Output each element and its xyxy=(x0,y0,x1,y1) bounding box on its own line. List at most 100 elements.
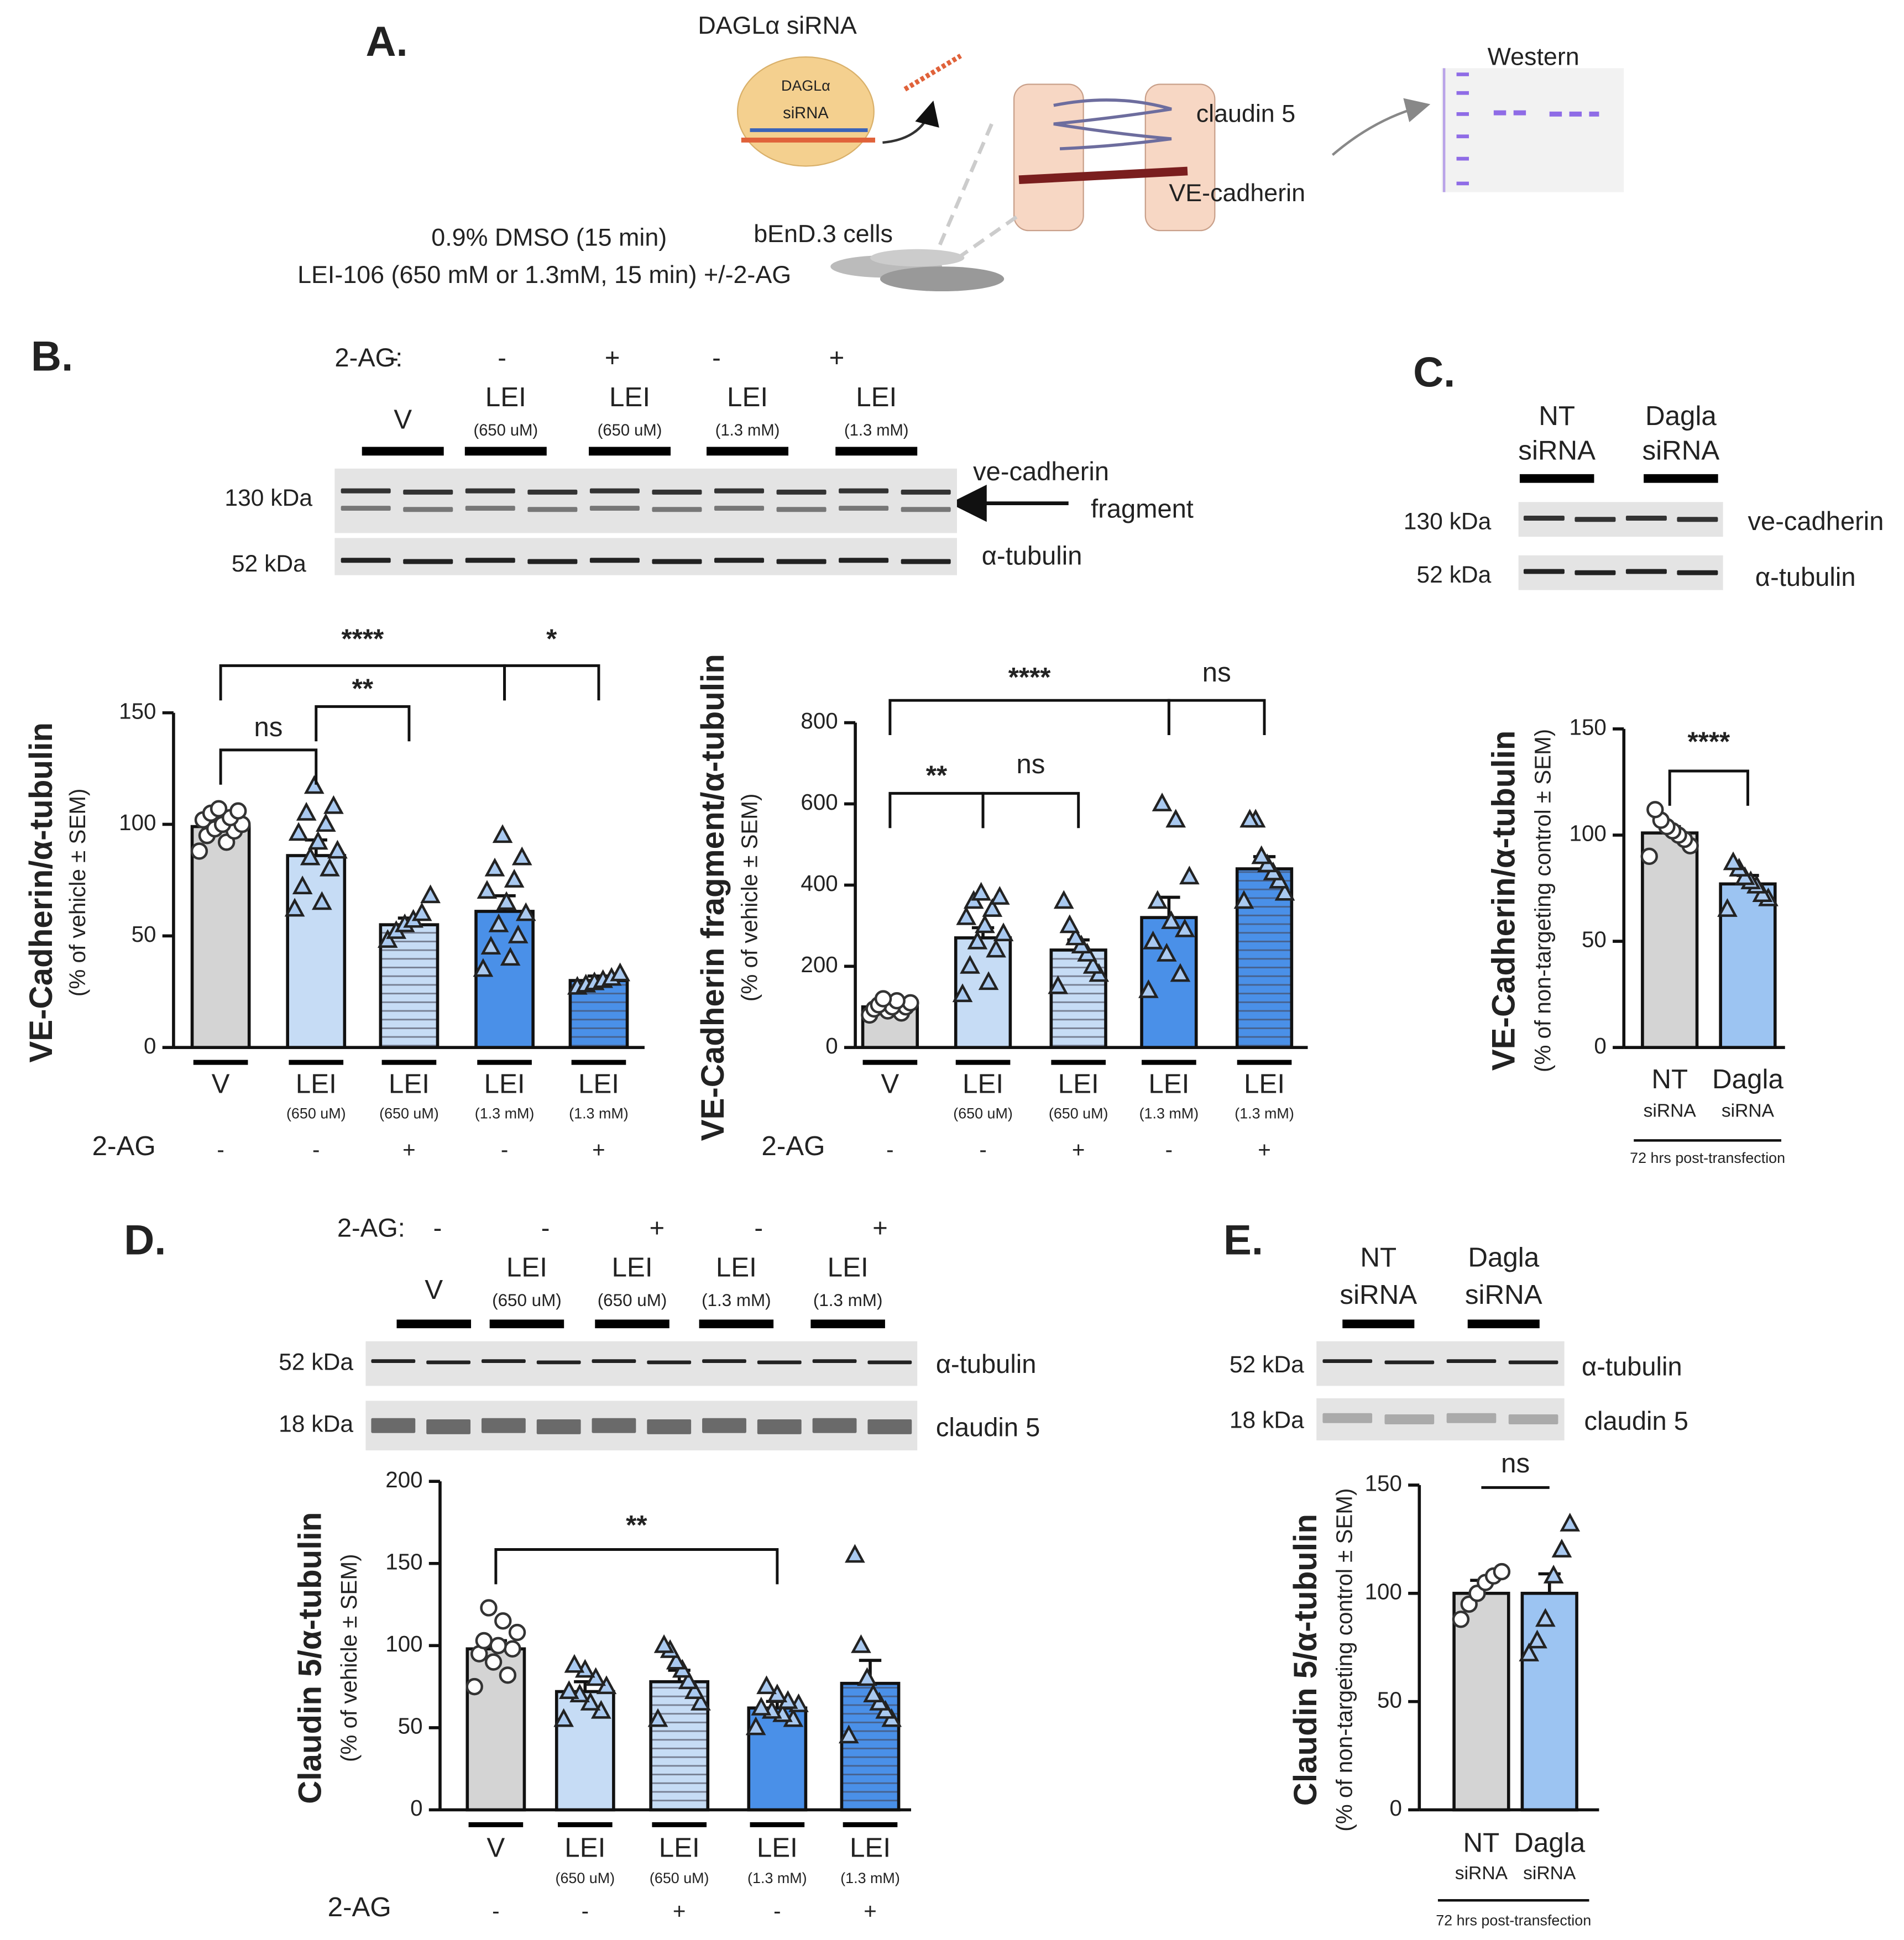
treatment-sign: - xyxy=(754,1213,763,1242)
x-tick-sublabel: (650 uM) xyxy=(286,1105,346,1121)
treatment-sign: + xyxy=(592,1137,605,1162)
blot-band xyxy=(426,1360,471,1365)
data-point xyxy=(377,929,398,948)
data-point xyxy=(1717,898,1738,917)
group-label: LEI xyxy=(485,382,526,412)
data-point xyxy=(863,1684,883,1702)
x-tick-label: LEI xyxy=(963,1069,1003,1099)
zoom-line xyxy=(934,123,993,255)
data-point xyxy=(1165,809,1186,828)
data-point xyxy=(975,914,995,934)
panel-label: D. xyxy=(124,1217,166,1264)
x-tick-sublabel: siRNA xyxy=(1455,1863,1508,1884)
size-label: 18 kDa xyxy=(279,1411,353,1437)
blot-band xyxy=(647,1419,692,1434)
blot-band xyxy=(901,507,951,512)
significance-label: ns xyxy=(1202,657,1231,688)
group-label: V xyxy=(394,405,412,435)
y-axis-label: VE-Cadherin fragment/α-tubulin xyxy=(695,654,731,1141)
group-label: LEI xyxy=(828,1252,869,1283)
data-point xyxy=(751,1696,772,1716)
size-label: 52 kDa xyxy=(279,1349,353,1375)
y-tick-label: 150 xyxy=(119,698,156,723)
treatment-sign: + xyxy=(872,1213,887,1242)
data-point xyxy=(1179,866,1200,885)
blot-band xyxy=(589,558,640,563)
cell xyxy=(880,266,1005,292)
blot-band xyxy=(1508,1414,1558,1424)
data-point xyxy=(982,898,1003,917)
data-point xyxy=(756,1675,777,1695)
significance-bracket xyxy=(315,705,411,742)
x-tick-label: NT xyxy=(1651,1064,1688,1094)
bar xyxy=(1641,831,1699,1049)
blot-band xyxy=(481,1359,526,1363)
blot xyxy=(334,468,957,533)
blot-band xyxy=(652,489,702,495)
data-point xyxy=(477,880,498,899)
data-point xyxy=(845,1544,865,1563)
data-point xyxy=(284,898,305,917)
y-axis-sublabel: (% of vehicle ± SEM) xyxy=(336,1554,362,1762)
diagram-label: DAGLα xyxy=(781,77,830,94)
group-sublabel: siRNA xyxy=(1518,436,1596,466)
x-tick-label: Dagla xyxy=(1514,1827,1585,1858)
blot-band xyxy=(1508,1360,1558,1365)
footer-label: 72 hrs post-transfection xyxy=(1436,1912,1591,1928)
y-axis-label: VE-Cadherin/α-tubulin xyxy=(1486,731,1522,1071)
size-label: 18 kDa xyxy=(1230,1407,1304,1434)
data-point xyxy=(1170,963,1191,982)
data-point xyxy=(473,958,494,977)
treatment-sign: - xyxy=(773,1898,781,1923)
data-point xyxy=(499,1666,517,1684)
diagram-label: claudin 5 xyxy=(1196,99,1295,127)
group-sublabel: (1.3 mM) xyxy=(844,422,909,439)
size-label: 130 kDa xyxy=(224,485,312,511)
data-point xyxy=(190,842,208,860)
data-point xyxy=(1723,851,1744,871)
panel-label: E. xyxy=(1223,1217,1263,1264)
fragment-label: fragment xyxy=(1091,494,1194,523)
data-point xyxy=(1527,1629,1547,1649)
blot-band xyxy=(901,489,951,495)
treatment-sign: - xyxy=(541,1213,550,1242)
y-tick-label: 0 xyxy=(825,1033,838,1058)
y-tick-label: 50 xyxy=(132,921,156,947)
x-tick-sublabel: (650 uM) xyxy=(1049,1105,1108,1121)
treatment-sign: + xyxy=(1258,1137,1271,1162)
data-point xyxy=(300,846,321,866)
data-point xyxy=(1551,1539,1572,1558)
treatment-sign: + xyxy=(829,343,844,372)
data-point xyxy=(488,913,509,932)
diagram-a xyxy=(736,54,1624,292)
blot-band xyxy=(371,1418,416,1433)
group-sublabel: (650 uM) xyxy=(492,1291,562,1310)
data-point xyxy=(952,983,973,1003)
data-point xyxy=(494,1612,512,1630)
significance-label: **** xyxy=(341,624,384,654)
treatment-sign: + xyxy=(673,1898,686,1923)
significance-label: ns xyxy=(254,712,283,742)
data-point xyxy=(956,906,977,925)
blot-band xyxy=(527,489,578,495)
blot-band xyxy=(465,506,515,511)
x-tick-sublabel: (650 uM) xyxy=(650,1870,709,1886)
data-point xyxy=(1065,926,1086,946)
group-label: LEI xyxy=(506,1252,547,1283)
x-tick-sublabel: (1.3 mM) xyxy=(475,1105,535,1121)
cell xyxy=(870,249,965,267)
blot-band xyxy=(867,1360,912,1365)
data-point xyxy=(307,831,328,850)
cell-right xyxy=(1144,83,1216,232)
blot-band xyxy=(592,1359,636,1363)
data-point xyxy=(993,922,1014,941)
target-label: α-tubulin xyxy=(936,1349,1037,1378)
significance-label: * xyxy=(546,624,557,654)
blot-band xyxy=(901,559,951,564)
significance-label: ns xyxy=(1501,1448,1530,1478)
diagram-label: siRNA xyxy=(783,104,829,122)
group-sublabel: (1.3 mM) xyxy=(702,1291,771,1310)
data-point xyxy=(210,800,228,817)
blot-band xyxy=(371,1359,416,1363)
data-point xyxy=(691,1691,711,1711)
